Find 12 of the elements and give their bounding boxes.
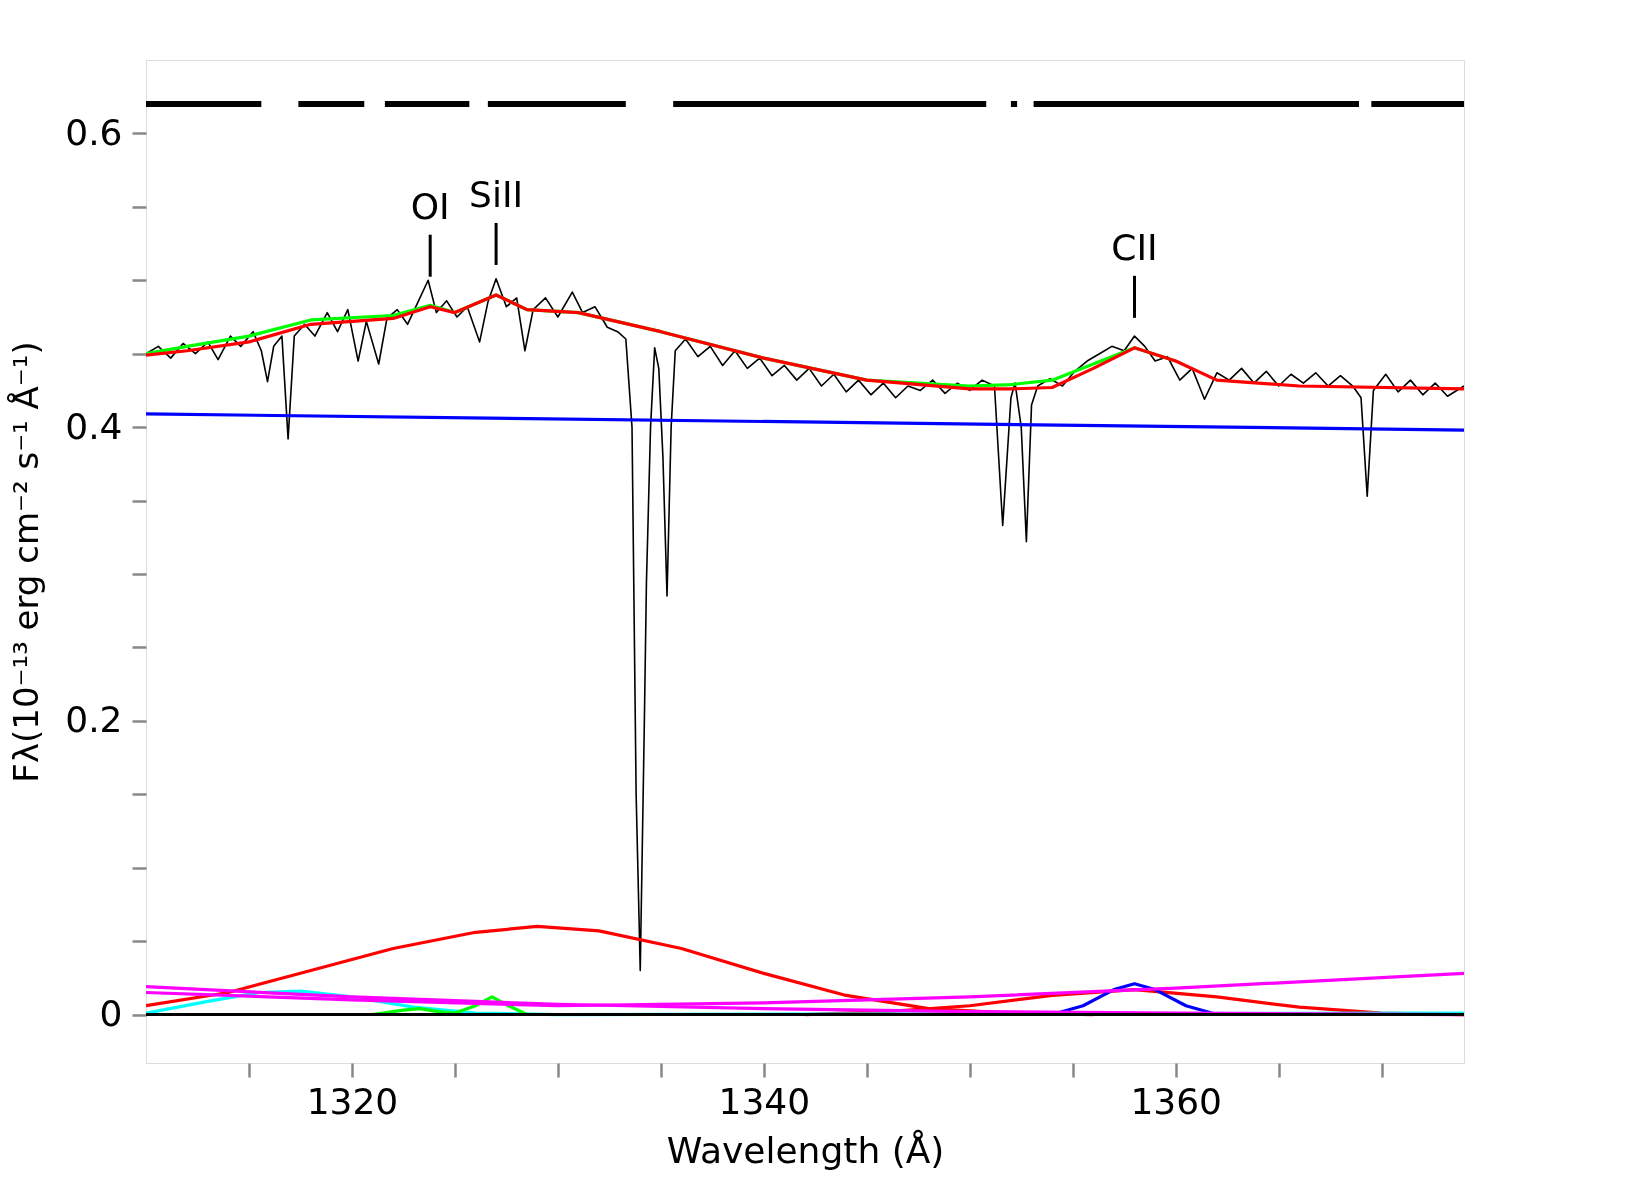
y-tick-label: 0.6 xyxy=(65,111,123,153)
x-axis-title: Wavelength (Å) xyxy=(666,1128,945,1171)
y-tick-label: 0 xyxy=(99,993,123,1035)
annotation: SiII xyxy=(469,173,524,215)
y-tick-label: 0.2 xyxy=(65,699,123,741)
y-axis-title: Fλ(10⁻¹³ erg cm⁻² s⁻¹ Å⁻¹) xyxy=(6,341,47,783)
annotation: CII xyxy=(1111,226,1158,268)
x-tick-label: 1320 xyxy=(306,1080,399,1122)
annotation: OI xyxy=(410,185,450,227)
y-tick-label: 0.4 xyxy=(65,405,123,447)
x-tick-label: 1360 xyxy=(1130,1080,1222,1122)
x-tick-label: 1340 xyxy=(718,1080,811,1122)
